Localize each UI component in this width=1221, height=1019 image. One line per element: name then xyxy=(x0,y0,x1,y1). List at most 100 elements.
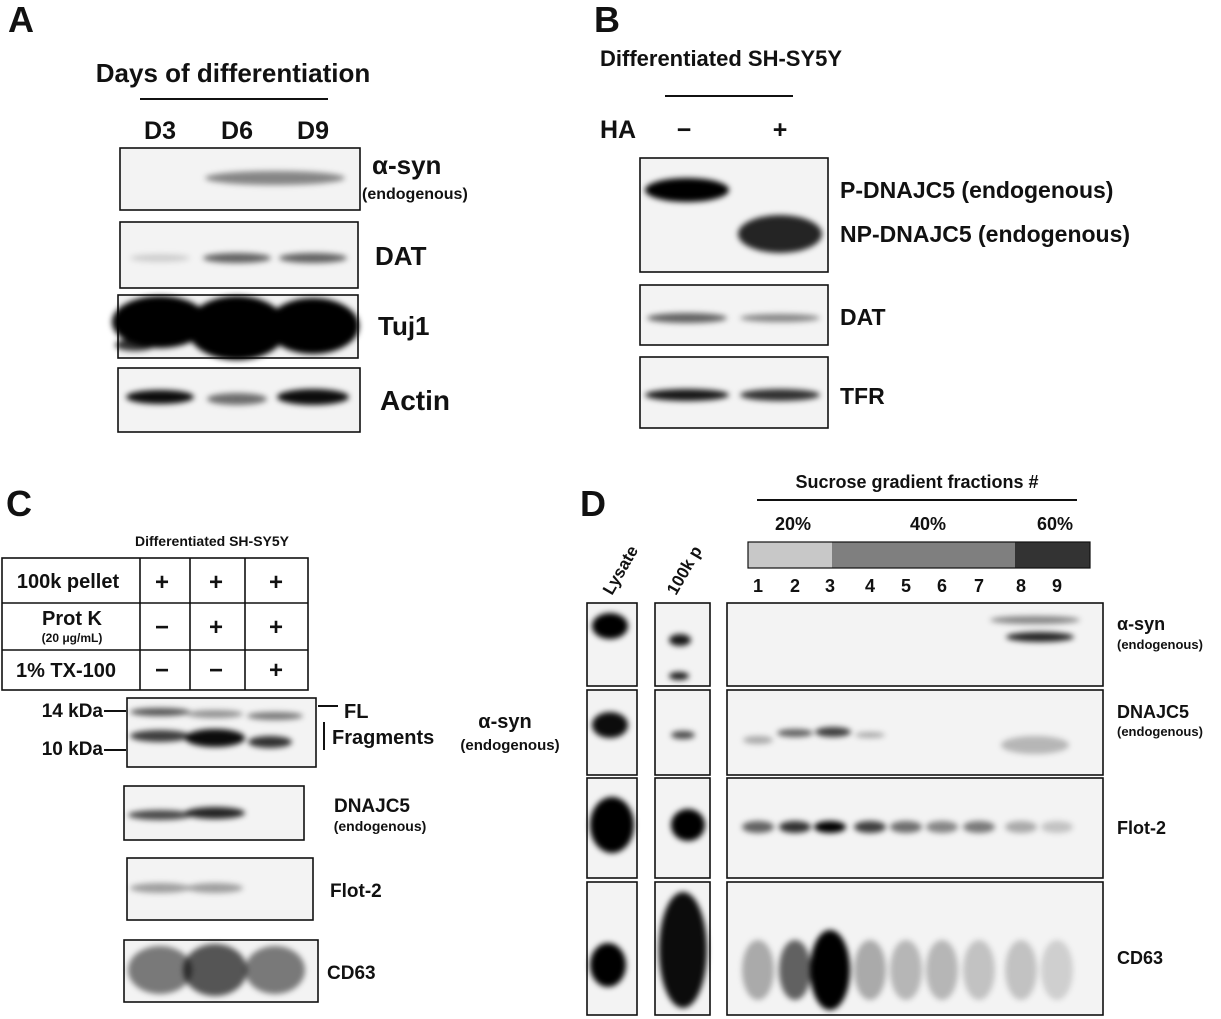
marker-label: 10 kDa xyxy=(42,739,104,760)
blot-note: (endogenous) xyxy=(460,737,559,754)
panel-title: Sucrose gradient fractions # xyxy=(795,472,1038,492)
fraction-label: 1 xyxy=(753,576,763,596)
blot-label: Tuj1 xyxy=(378,311,430,341)
band xyxy=(590,943,626,987)
marker-label: 14 kDa xyxy=(42,701,104,722)
lane-label: − xyxy=(677,116,692,144)
band xyxy=(779,821,811,833)
cell: − xyxy=(155,614,169,641)
blot-note: (endogenous) xyxy=(362,186,468,203)
band xyxy=(740,314,820,322)
panel-title: Differentiated SH-SY5Y xyxy=(600,46,842,71)
panel-title: Days of differentiation xyxy=(96,58,370,88)
row-label: 100k pellet xyxy=(17,571,120,593)
band xyxy=(647,313,727,323)
bands xyxy=(112,171,1080,1010)
table-border xyxy=(1,557,309,691)
row-note: (20 μg/mL) xyxy=(42,631,103,645)
band xyxy=(1005,940,1037,1000)
band xyxy=(1041,821,1073,833)
blot-note: (endogenous) xyxy=(1117,724,1203,739)
fraction-label: 5 xyxy=(901,576,911,596)
blot-label: α-syn xyxy=(1117,614,1165,634)
band xyxy=(1001,736,1069,754)
band xyxy=(740,389,820,401)
blot-label: P-DNAJC5 (endogenous) xyxy=(840,177,1113,203)
band xyxy=(671,809,705,841)
band xyxy=(592,613,628,639)
blot-label: CD63 xyxy=(327,963,376,984)
band xyxy=(854,821,886,833)
band xyxy=(926,940,958,1000)
lane-label: D6 xyxy=(221,117,253,145)
band xyxy=(855,732,885,738)
blot-label: NP-DNAJC5 (endogenous) xyxy=(840,221,1130,247)
cell: + xyxy=(209,569,223,596)
band xyxy=(669,634,691,646)
band xyxy=(669,672,689,680)
band xyxy=(187,883,243,893)
band xyxy=(990,616,1080,624)
fraction-labels: 1 2 3 4 5 6 7 8 9 xyxy=(753,576,1062,596)
band-label: Fragments xyxy=(332,727,434,749)
band xyxy=(738,215,822,253)
fraction-label: 2 xyxy=(790,576,800,596)
band xyxy=(183,944,247,996)
gradient-segment xyxy=(748,542,832,568)
band xyxy=(130,254,190,262)
panel-label: D xyxy=(580,483,606,524)
gradient-segment xyxy=(1015,542,1090,568)
band xyxy=(245,946,305,994)
band xyxy=(203,253,271,263)
fraction-label: 7 xyxy=(974,576,984,596)
panel-label: A xyxy=(8,0,34,40)
band xyxy=(112,296,208,348)
cell: + xyxy=(209,614,223,641)
band xyxy=(130,708,190,716)
panel-label: B xyxy=(594,0,620,40)
band xyxy=(128,810,192,820)
blot-label: Flot-2 xyxy=(1117,818,1166,838)
lane-label: D9 xyxy=(297,117,329,145)
band xyxy=(130,730,190,742)
concentration-label: 20% xyxy=(775,514,811,534)
blot-label: α-syn xyxy=(478,711,531,733)
gradient-segment xyxy=(832,542,1015,568)
band xyxy=(267,298,359,354)
band xyxy=(248,736,292,748)
band xyxy=(130,883,190,893)
concentration-label: 60% xyxy=(1037,514,1073,534)
blot-label: DNAJC5 xyxy=(1117,702,1189,722)
blot-label: DNAJC5 xyxy=(334,796,410,817)
band xyxy=(743,736,773,744)
band xyxy=(592,712,628,738)
band xyxy=(187,710,243,718)
concentration-label: 40% xyxy=(910,514,946,534)
cell: + xyxy=(155,569,169,596)
blot-label: DAT xyxy=(840,304,886,330)
panel-title: Differentiated SH-SY5Y xyxy=(135,533,290,549)
column-label: 100k p xyxy=(663,543,706,598)
band xyxy=(187,296,287,360)
band xyxy=(777,729,813,737)
fraction-label: 4 xyxy=(865,576,875,596)
blot-label: CD63 xyxy=(1117,948,1163,968)
blot xyxy=(726,602,1104,687)
blot-label: Flot-2 xyxy=(330,881,382,902)
condition-table: 100k pellet + + + Prot K (20 μg/mL) − + … xyxy=(1,557,309,691)
lane-label: + xyxy=(773,116,788,144)
band xyxy=(742,940,774,1000)
band xyxy=(1041,940,1073,1000)
band xyxy=(890,821,922,833)
column-label: Lysate xyxy=(599,542,642,598)
band xyxy=(185,807,245,819)
band xyxy=(963,821,995,833)
band xyxy=(185,729,245,747)
gradient-bar xyxy=(747,541,1091,569)
lane-label: D3 xyxy=(144,117,176,145)
band xyxy=(815,727,851,737)
band xyxy=(277,389,349,405)
band xyxy=(810,930,850,1010)
band xyxy=(207,393,267,405)
